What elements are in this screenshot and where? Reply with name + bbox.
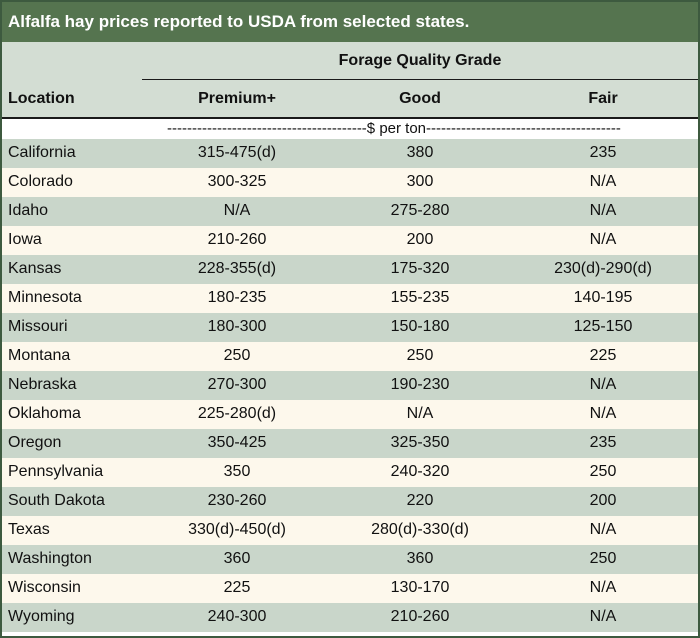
cell-premium: 315-475(d) (197, 144, 277, 161)
cell-premium: 180-235 (207, 289, 267, 306)
cell-location: Oregon (8, 434, 62, 451)
table-row: Washington 360 360 250 (2, 545, 698, 574)
cell-location: Idaho (8, 202, 49, 219)
units-row: ----------------------------------------… (2, 117, 698, 139)
cell-location: Missouri (8, 318, 68, 335)
cell-premium: 350 (223, 463, 251, 480)
cell-location: Iowa (8, 231, 42, 248)
cell-good: 240-320 (390, 463, 450, 480)
cell-fair: N/A (589, 405, 617, 422)
units-label: ----------------------------------------… (167, 120, 621, 137)
cell-good: 360 (406, 550, 434, 567)
table-row: Wisconsin 225 130-170 N/A (2, 574, 698, 603)
table-row: Wyoming 240-300 210-260 N/A (2, 603, 698, 632)
cell-location: Nebraska (8, 376, 77, 393)
cell-location: Washington (8, 550, 92, 567)
cell-premium: 350-425 (207, 434, 267, 451)
cell-premium: 270-300 (207, 376, 267, 393)
cell-good: 190-230 (390, 376, 450, 393)
table-row: Idaho N/A 275-280 N/A (2, 197, 698, 226)
cell-fair: N/A (589, 173, 617, 190)
cell-fair: 125-150 (573, 318, 633, 335)
cell-location: Oklahoma (8, 405, 81, 422)
cell-location: Minnesota (8, 289, 82, 306)
cell-location: Montana (8, 347, 71, 364)
cell-location: South Dakota (8, 492, 105, 509)
table-row: California 315-475(d) 380 235 (2, 139, 698, 168)
table-body: California 315-475(d) 380 235 Colorado 300-32… (2, 139, 698, 632)
table-row: Iowa 210-260 200 N/A (2, 226, 698, 255)
cell-fair: 250 (589, 550, 617, 567)
cell-premium: 230-260 (207, 492, 267, 509)
cell-good: 130-170 (390, 579, 450, 596)
cell-good: 150-180 (390, 318, 450, 335)
cell-good: 155-235 (390, 289, 450, 306)
cell-premium: 180-300 (207, 318, 267, 335)
cell-fair: 230(d)-290(d) (554, 260, 652, 277)
cell-fair: 225 (589, 347, 617, 364)
group-title: Forage Quality Grade (338, 52, 502, 69)
table-row: Montana 250 250 225 (2, 342, 698, 371)
cell-premium: 225 (223, 579, 251, 596)
cell-fair: 235 (589, 434, 617, 451)
cell-fair: N/A (589, 608, 617, 625)
cell-premium: 240-300 (207, 608, 267, 625)
cell-good: 325-350 (390, 434, 450, 451)
cell-location: Colorado (8, 173, 73, 190)
cell-good: 275-280 (390, 202, 450, 219)
cell-good: 300 (406, 173, 434, 190)
cell-premium: 330(d)-450(d) (188, 521, 286, 538)
cell-good: 250 (406, 347, 434, 364)
table-row: Kansas 228-355(d) 175-320 230(d)-290(d) (2, 255, 698, 284)
table-row: Minnesota 180-235 155-235 140-195 (2, 284, 698, 313)
cell-fair: N/A (589, 376, 617, 393)
column-header-fair: Fair (588, 90, 618, 107)
table-row: Texas 330(d)-450(d) 280(d)-330(d) N/A (2, 516, 698, 545)
cell-location: Pennsylvania (8, 463, 104, 480)
table-row: Oklahoma 225-280(d) N/A N/A (2, 400, 698, 429)
table-row: Missouri 180-300 150-180 125-150 (2, 313, 698, 342)
cell-good: 200 (406, 231, 434, 248)
cell-fair: 200 (589, 492, 617, 509)
cell-premium: 250 (223, 347, 251, 364)
table-row: South Dakota 230-260 220 200 (2, 487, 698, 516)
cell-good: 175-320 (390, 260, 450, 277)
cell-good: 220 (406, 492, 434, 509)
table-row: Oregon 350-425 325-350 235 (2, 429, 698, 458)
group-divider (142, 79, 698, 80)
table-title: Alfalfa hay prices reported to USDA from… (2, 2, 698, 42)
column-header-premium: Premium+ (198, 90, 276, 107)
table-header: Forage Quality Grade Location Premium+ G… (2, 42, 698, 117)
column-header-location: Location (8, 90, 75, 107)
cell-location: Wyoming (8, 608, 75, 625)
column-header-good: Good (399, 90, 441, 107)
cell-good: 210-260 (390, 608, 450, 625)
cell-fair: 250 (589, 463, 617, 480)
cell-good: 280(d)-330(d) (371, 521, 469, 538)
table-row: Nebraska 270-300 190-230 N/A (2, 371, 698, 400)
cell-premium: 360 (223, 550, 251, 567)
cell-fair: N/A (589, 231, 617, 248)
cell-fair: N/A (589, 202, 617, 219)
cell-premium: 210-260 (207, 231, 267, 248)
table-row: Colorado 300-325 300 N/A (2, 168, 698, 197)
cell-premium: 300-325 (207, 173, 267, 190)
cell-location: Texas (8, 521, 50, 538)
cell-location: Wisconsin (8, 579, 81, 596)
cell-premium: N/A (223, 202, 251, 219)
cell-location: California (8, 144, 76, 161)
cell-fair: N/A (589, 579, 617, 596)
table-row: Pennsylvania 350 240-320 250 (2, 458, 698, 487)
cell-fair: 140-195 (573, 289, 633, 306)
cell-good: 380 (406, 144, 434, 161)
cell-premium: 228-355(d) (197, 260, 277, 277)
cell-good: N/A (406, 405, 434, 422)
cell-location: Kansas (8, 260, 62, 277)
cell-premium: 225-280(d) (197, 405, 277, 422)
cell-fair: 235 (589, 144, 617, 161)
cell-fair: N/A (589, 521, 617, 538)
